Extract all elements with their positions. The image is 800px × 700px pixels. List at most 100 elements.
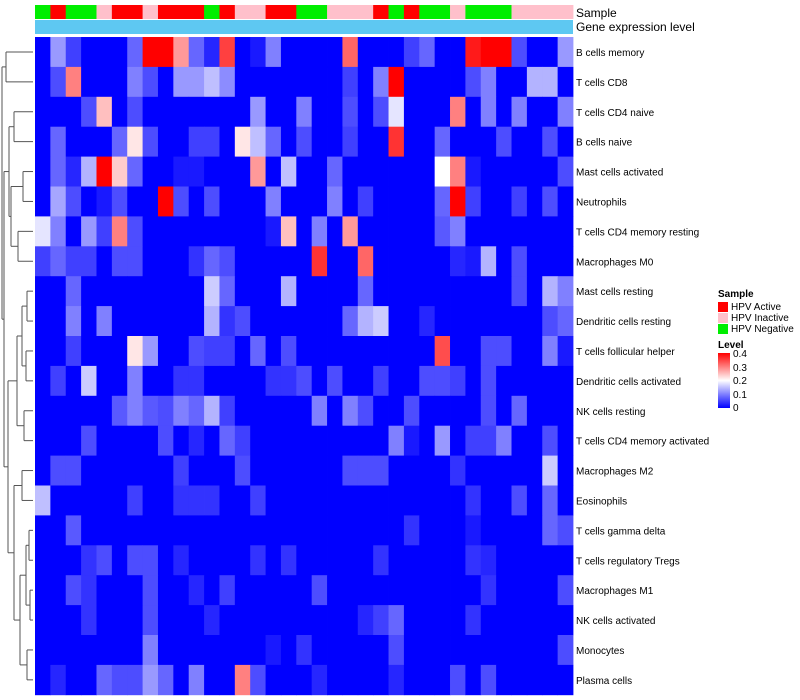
heatmap-cell: [373, 485, 389, 516]
heatmap-cell: [188, 635, 205, 666]
heatmap-cell: [50, 485, 67, 516]
heatmap-cell: [311, 515, 328, 546]
heatmap-cell: [234, 365, 251, 397]
heatmap-cell: [373, 515, 389, 546]
heatmap-cell: [496, 66, 512, 98]
heatmap-cell: [311, 575, 328, 606]
heatmap-cell: [511, 186, 528, 217]
heatmap-cell: [511, 37, 528, 68]
heatmap-cell: [511, 515, 528, 546]
heatmap-cell: [250, 605, 266, 636]
heatmap-cell: [403, 485, 420, 516]
heatmap-cell: [234, 605, 251, 636]
heatmap-cell: [327, 186, 343, 217]
heatmap-cell: [234, 485, 251, 516]
heatmap-cell: [296, 126, 313, 157]
heatmap-cell: [250, 635, 266, 666]
heatmap-cell: [450, 635, 466, 666]
heatmap-cell: [296, 605, 313, 636]
heatmap-cell: [450, 605, 466, 636]
sample-annotation-cell: [480, 5, 497, 19]
heatmap-cell: [265, 126, 282, 157]
heatmap-cell: [311, 365, 328, 397]
heatmap-cell: [265, 605, 282, 636]
heatmap-cell: [496, 425, 512, 456]
heatmap-cell: [111, 276, 128, 307]
heatmap-cell: [526, 126, 543, 157]
heatmap-cell: [496, 276, 512, 307]
heatmap-cell: [557, 365, 574, 397]
sample-annotation-cell: [111, 5, 128, 19]
heatmap-cell: [342, 365, 359, 397]
row-label: T cells CD4 memory activated: [576, 437, 709, 448]
sample-annotation-cell: [96, 5, 113, 19]
heatmap-cell: [296, 485, 313, 516]
heatmap-cell: [496, 365, 512, 397]
heatmap-cell: [311, 485, 328, 516]
heatmap-cell: [311, 395, 328, 427]
heatmap-cell: [50, 216, 67, 247]
heatmap-cell: [373, 276, 389, 307]
heatmap-cell: [403, 605, 420, 636]
heatmap-cell: [111, 605, 128, 636]
heatmap-cell: [280, 216, 297, 247]
heatmap-cell: [127, 425, 143, 456]
heatmap-cell: [419, 395, 436, 427]
heatmap-cell: [111, 635, 128, 666]
heatmap-cell: [496, 96, 512, 128]
heatmap-cell: [496, 605, 512, 636]
heatmap-cell: [234, 216, 251, 247]
heatmap-cell: [511, 575, 528, 606]
heatmap-cell: [219, 126, 236, 157]
heatmap-cell: [96, 37, 113, 68]
heatmap-cell: [480, 395, 497, 427]
heatmap-cell: [327, 395, 343, 427]
heatmap-cell: [81, 575, 97, 606]
heatmap-cell: [342, 186, 359, 217]
heatmap-cell: [234, 96, 251, 128]
heatmap-cell: [265, 515, 282, 546]
heatmap-cell: [542, 395, 559, 427]
heatmap-cell: [496, 635, 512, 666]
heatmap-cell: [357, 395, 374, 427]
heatmap-cell: [219, 246, 236, 277]
heatmap-cell: [557, 66, 574, 98]
heatmap-cell: [50, 246, 67, 277]
row-labels: B cells memory T cells CD8 T cells CD4 nai…: [576, 48, 709, 687]
heatmap-cell: [50, 66, 67, 98]
heatmap-cell: [265, 246, 282, 277]
heatmap-cell: [35, 37, 51, 68]
heatmap-cell: [204, 605, 220, 636]
heatmap-cell: [296, 395, 313, 427]
heatmap-cell: [419, 545, 436, 576]
heatmap-cell: [373, 455, 389, 486]
heatmap-cell: [111, 156, 128, 187]
heatmap-cell: [496, 455, 512, 486]
heatmap-cell: [280, 635, 297, 666]
heatmap-cell: [434, 156, 451, 187]
heatmap-cell: [419, 575, 436, 606]
legend-level-title: Level: [718, 340, 744, 351]
heatmap-cell: [81, 425, 97, 456]
heatmap-cell: [342, 395, 359, 427]
heatmap-cell: [65, 635, 82, 666]
heatmap-cell: [127, 365, 143, 397]
heatmap-cell: [96, 605, 113, 636]
heatmap-cell: [465, 575, 482, 606]
heatmap-cell: [250, 455, 266, 486]
heatmap-cell: [450, 66, 466, 98]
heatmap-cell: [96, 395, 113, 427]
heatmap-cell: [357, 186, 374, 217]
heatmap-cell: [250, 96, 266, 128]
heatmap-cell: [373, 186, 389, 217]
heatmap-cell: [173, 455, 190, 486]
heatmap-cell: [557, 545, 574, 576]
heatmap-cell: [403, 336, 420, 367]
heatmap-cell: [50, 365, 67, 397]
heatmap-cell: [127, 605, 143, 636]
heatmap-cell: [342, 605, 359, 636]
heatmap-cell: [65, 156, 82, 187]
heatmap-cell: [373, 66, 389, 98]
heatmap-cell: [188, 664, 205, 696]
heatmap-cell: [157, 365, 174, 397]
